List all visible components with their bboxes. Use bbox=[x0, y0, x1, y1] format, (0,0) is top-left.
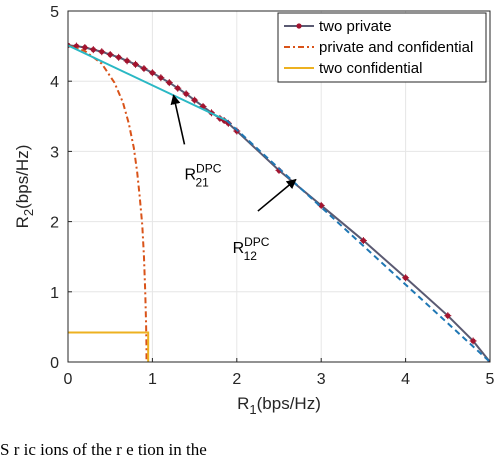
x-tick-label: 5 bbox=[486, 371, 495, 388]
y-tick-label: 0 bbox=[50, 355, 59, 372]
x-tick-label: 2 bbox=[232, 371, 241, 388]
chart: 0 1 2 3 4 5 0 1 2 3 4 5 RDPC 21 RDPC 12 R1(bps/Hz) R2(b… bbox=[13, 4, 495, 417]
figure-caption: S r ic ions of the r e tion in the bbox=[0, 440, 207, 456]
series-line-private-and-confidential bbox=[68, 44, 148, 362]
series-group bbox=[68, 41, 490, 362]
legend: two private private and confidential two c… bbox=[277, 12, 487, 83]
y-tick-label: 1 bbox=[50, 285, 59, 302]
annotation-arrow bbox=[170, 94, 186, 145]
series-line-two-confidential bbox=[68, 331, 150, 362]
y-tick-label: 3 bbox=[50, 144, 59, 161]
ticks: 0 1 2 3 4 5 0 1 2 3 4 5 bbox=[50, 4, 494, 388]
legend-marker bbox=[296, 23, 302, 29]
annotation-arrow bbox=[257, 178, 297, 212]
x-tick-label: 1 bbox=[148, 371, 157, 388]
x-axis-label: R1(bps/Hz) bbox=[237, 394, 321, 417]
y-tick-label: 5 bbox=[50, 4, 59, 21]
y-axis-label: R2(bps/Hz) bbox=[13, 145, 36, 229]
y-tick-label: 4 bbox=[50, 74, 59, 91]
axis-labels: R1(bps/Hz) R2(bps/Hz) bbox=[13, 145, 321, 417]
annotations: RDPC 21 RDPC 12 bbox=[170, 94, 297, 263]
y-tick-label: 2 bbox=[50, 215, 59, 232]
legend-label: private and confidential bbox=[319, 39, 473, 56]
legend-label: two private bbox=[319, 18, 392, 35]
annotation-label: RDPC 12 bbox=[233, 235, 270, 263]
x-tick-label: 4 bbox=[401, 371, 410, 388]
x-tick-label: 3 bbox=[317, 371, 326, 388]
legend-label: two confidential bbox=[319, 60, 422, 77]
plot-frame bbox=[67, 10, 491, 363]
series-line-boundary bbox=[68, 44, 228, 122]
annotation-label: RDPC 21 bbox=[184, 161, 221, 189]
x-tick-label: 0 bbox=[64, 371, 73, 388]
